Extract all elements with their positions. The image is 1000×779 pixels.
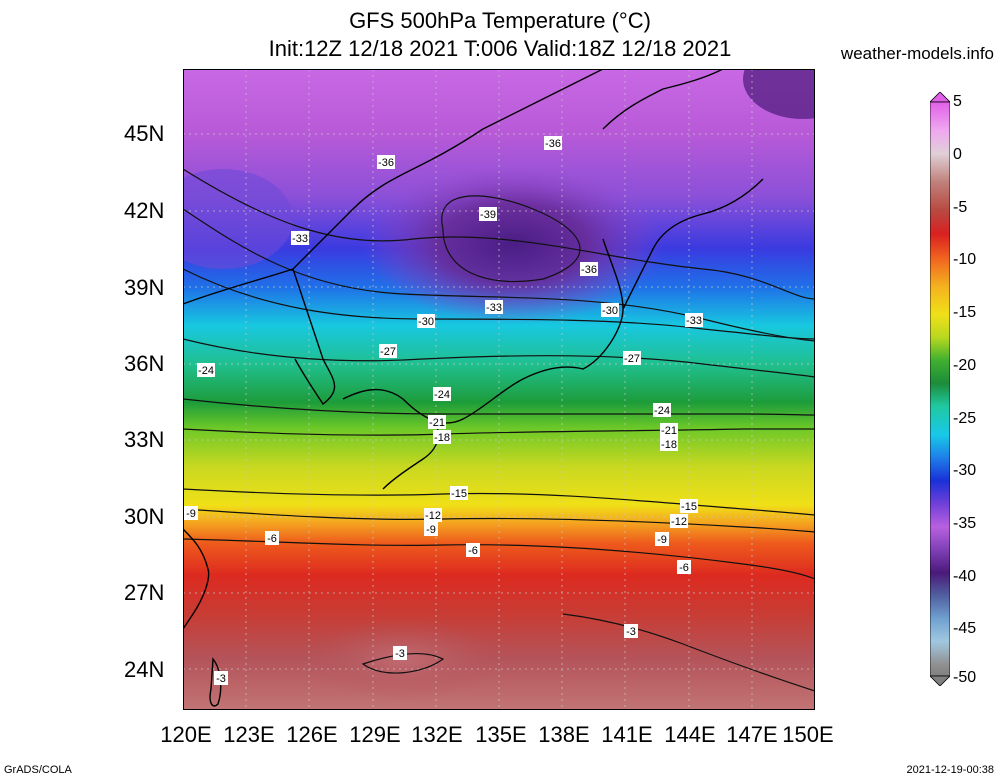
site-credit: weather-models.info — [840, 44, 994, 63]
lat-label: 30N — [124, 504, 165, 529]
contour-label: -3 — [626, 626, 636, 638]
colorbar-label: 0 — [953, 146, 962, 163]
colorbar-label: -30 — [953, 462, 977, 479]
contour-label: -30 — [418, 316, 434, 328]
contour-label: -6 — [267, 533, 277, 545]
contour-label: -18 — [661, 439, 677, 451]
contour-label: -33 — [292, 233, 308, 245]
color-scale-bar — [929, 91, 951, 687]
lon-label: 120E — [160, 722, 212, 747]
contour-label: -27 — [624, 353, 640, 365]
timestamp: 2021-12-19-00:38 — [906, 764, 994, 776]
contour-label: -9 — [426, 524, 436, 536]
map-title: GFS 500hPa Temperature (°C) — [349, 8, 651, 33]
contour-label: -21 — [661, 425, 677, 437]
contour-label: -3 — [395, 648, 405, 660]
contour-label: -6 — [679, 562, 689, 574]
lon-label: 135E — [475, 722, 527, 747]
lat-label: 39N — [124, 275, 165, 300]
colorbar-label: -50 — [953, 669, 977, 686]
contour-label: -36 — [378, 157, 394, 169]
contour-label: -9 — [186, 508, 196, 520]
contour-label: -15 — [681, 501, 697, 513]
contour-label: -24 — [434, 389, 450, 401]
contour-label: -24 — [198, 365, 214, 377]
contour-label: -15 — [451, 488, 467, 500]
map-subtitle: Init:12Z 12/18 2021 T:006 Valid:18Z 12/1… — [268, 36, 732, 61]
lon-label: 132E — [411, 722, 463, 747]
lon-label: 123E — [223, 722, 275, 747]
colorbar-label: -15 — [953, 304, 977, 321]
contour-label: -36 — [581, 264, 597, 276]
lat-label: 42N — [124, 198, 165, 223]
contour-label: -6 — [468, 545, 478, 557]
lon-label: 144E — [664, 722, 716, 747]
lat-label: 36N — [124, 351, 165, 376]
colorbar-label: -10 — [953, 251, 977, 268]
contour-label: -3 — [216, 673, 226, 685]
grads-credit: GrADS/COLA — [4, 764, 72, 776]
contour-label: -24 — [654, 405, 670, 417]
contour-label: -33 — [686, 315, 702, 327]
lat-label: 27N — [124, 580, 165, 605]
contour-label: -9 — [657, 534, 667, 546]
lon-label: 129E — [349, 722, 401, 747]
colorbar-label: -25 — [953, 410, 977, 427]
temperature-map: -36 -36 -33 -39 -36 -33 -30 -30 -33 -27 … — [183, 69, 815, 710]
lat-label: 45N — [124, 121, 165, 146]
lon-label: 138E — [538, 722, 590, 747]
contour-label: -39 — [480, 209, 496, 221]
colorbar-label: -5 — [953, 199, 968, 216]
colorbar-label: -45 — [953, 620, 977, 637]
contour-label: -30 — [602, 305, 618, 317]
contour-label: -18 — [434, 432, 450, 444]
colorbar-label: 5 — [953, 93, 962, 110]
lat-label: 24N — [124, 657, 165, 682]
contour-label: -21 — [429, 417, 445, 429]
lon-label: 147E — [726, 722, 778, 747]
contour-label: -27 — [380, 346, 396, 358]
colorbar-label: -20 — [953, 357, 977, 374]
colorbar-label: -40 — [953, 568, 977, 585]
colorbar-label: -35 — [953, 515, 977, 532]
lon-label: 126E — [286, 722, 338, 747]
lon-label: 150E — [782, 722, 834, 747]
lat-label: 33N — [124, 427, 165, 452]
contour-label: -33 — [486, 302, 502, 314]
contour-label: -12 — [425, 510, 441, 522]
contour-label: -12 — [671, 516, 687, 528]
contour-label: -36 — [545, 138, 561, 150]
lon-label: 141E — [601, 722, 653, 747]
